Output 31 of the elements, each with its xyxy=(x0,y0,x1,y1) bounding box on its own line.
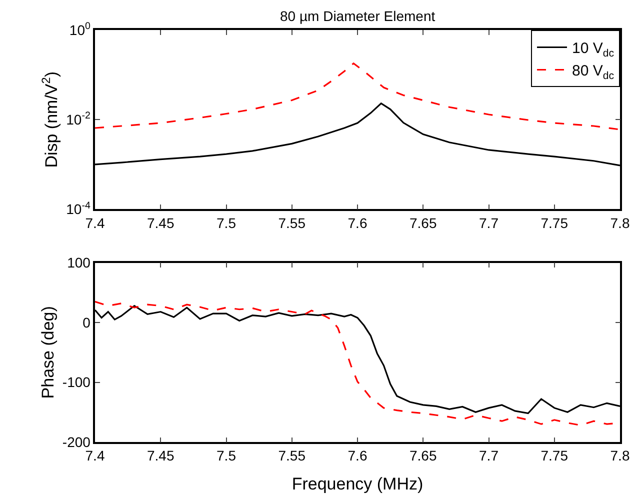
y-tick-label: -100 xyxy=(62,374,91,390)
line-series xyxy=(95,62,620,130)
x-tick-label: 7.7 xyxy=(479,448,499,464)
y-tick-label: 10$^{0}$ xyxy=(69,21,91,38)
x-axis-title: Frequency (MHz) xyxy=(292,474,424,494)
x-tick-label: 7.8 xyxy=(610,448,630,464)
y-tick-label: -200 xyxy=(62,434,91,450)
x-tick-label: 7.5 xyxy=(216,214,236,231)
x-tick-label: 7.45 xyxy=(147,214,174,231)
chart-title: 80 µm Diameter Element xyxy=(280,8,436,24)
x-tick-label: 7.65 xyxy=(410,448,437,464)
y-tick-label: 10$^{-4}$ xyxy=(66,200,91,218)
x-tick-label: 7.6 xyxy=(348,448,368,464)
y-tick-label: 0 xyxy=(82,314,91,330)
x-tick-label: 7.45 xyxy=(147,448,174,464)
x-tick-label: 7.7 xyxy=(479,214,499,231)
legend-label: 10 V$_{dc}$ xyxy=(572,40,614,60)
x-tick-label: 7.75 xyxy=(540,448,568,464)
y-axis-title: Phase (deg) xyxy=(38,306,58,399)
x-tick-label: 7.4 xyxy=(85,214,105,231)
legend-label: 80 V$_{dc}$ xyxy=(572,62,614,82)
x-tick-label: 7.65 xyxy=(410,214,437,231)
x-tick-label: 7.55 xyxy=(278,448,306,464)
x-tick-label: 7.5 xyxy=(216,448,236,464)
x-tick-label: 7.75 xyxy=(540,214,568,231)
y-tick-label: 100 xyxy=(67,254,91,271)
y-tick-label: 10$^{-2}$ xyxy=(66,110,90,128)
x-tick-label: 7.4 xyxy=(85,448,105,464)
x-tick-label: 7.6 xyxy=(348,214,368,231)
x-tick-label: 7.8 xyxy=(610,214,630,231)
x-tick-label: 7.55 xyxy=(278,214,306,231)
